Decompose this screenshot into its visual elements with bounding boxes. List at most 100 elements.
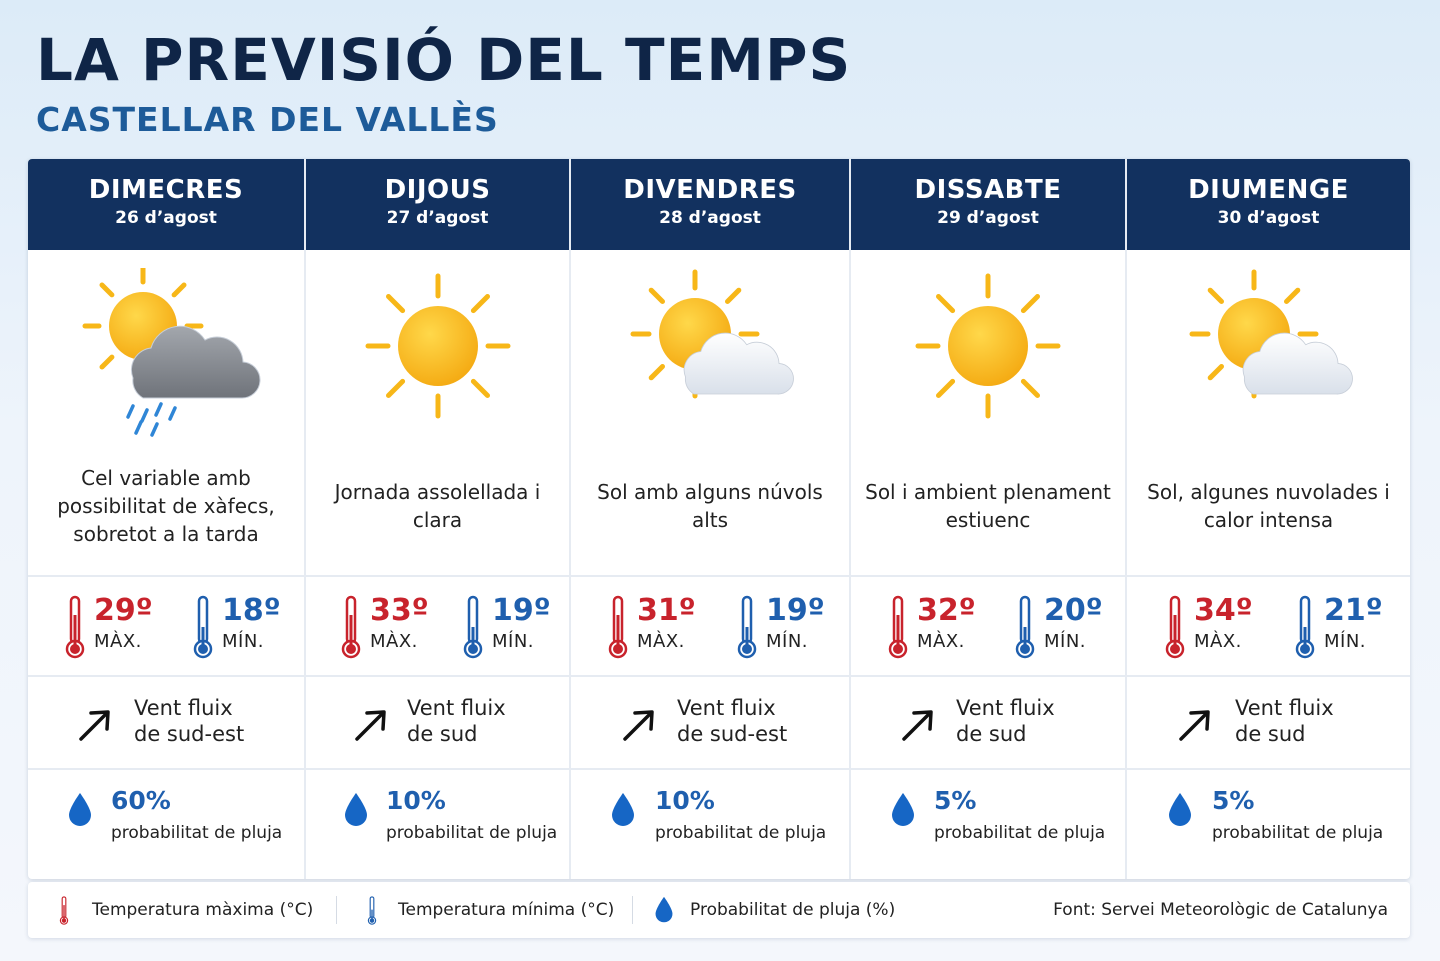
rain-probability-label: probabilitat de pluja: [655, 823, 827, 843]
sun-behind-cloud-icon: [1189, 269, 1353, 399]
page-title: LA PREVISIÓ DEL TEMPS: [36, 26, 852, 94]
day-date: 28 d’agost: [659, 208, 761, 228]
day-header: DIVENDRES 28 d’agost: [571, 159, 849, 250]
day-column: DIUMENGE 30 d’agost Sol, algunes nuvolad…: [1127, 159, 1410, 879]
rain-row: 10% probabilitat de pluja: [571, 770, 849, 879]
day-column: DIMECRES 26 d’agost Cel variable amb pos…: [28, 159, 306, 879]
max-temp-label: MÀX.: [1194, 631, 1242, 652]
day-description: Cel variable amb possibilitat de xàfecs,…: [57, 466, 275, 546]
day-date: 26 d’agost: [115, 208, 217, 228]
day-name: DIVENDRES: [623, 175, 797, 205]
day-date: 27 d’agost: [386, 208, 489, 228]
min-temp-label: MÍN.: [1324, 631, 1367, 652]
wind-text: Vent fluix de sud-est: [134, 695, 244, 747]
legend-divider: [336, 896, 337, 924]
min-temp-label: MÍN.: [766, 631, 809, 652]
day-header: DISSABTE 29 d’agost: [851, 159, 1125, 250]
min-temp-value: 20º: [1044, 593, 1103, 628]
day-summary: Sol, algunes nuvolades i calor intensa: [1127, 250, 1410, 577]
max-temp-value: 29º: [94, 593, 153, 628]
temperature-row: 29º MÀX. 18º MÍN.: [28, 577, 304, 677]
forecast-panel: DIMECRES 26 d’agost Cel variable amb pos…: [28, 159, 1410, 879]
day-name: DIMECRES: [88, 175, 244, 205]
wind-speed: Vent fluix: [134, 696, 233, 720]
max-temp-label: MÀX.: [94, 631, 142, 652]
wind-row: Vent fluix de sud: [1127, 677, 1410, 770]
sun-behind-cloud-icon: [630, 269, 794, 399]
max-temp-label: MÀX.: [637, 631, 685, 652]
temperature-row: 31º MÀX. 19º MÍN.: [571, 577, 849, 677]
wind-text: Vent fluix de sud: [1235, 695, 1334, 747]
day-summary: Sol amb alguns núvols alts: [571, 250, 849, 577]
temperature-row: 33º MÀX. 19º MÍN.: [306, 577, 569, 677]
min-temp-value: 21º: [1324, 593, 1383, 628]
day-header: DIMECRES 26 d’agost: [28, 159, 304, 250]
day-summary: Cel variable amb possibilitat de xàfecs,…: [28, 250, 304, 577]
wind-speed: Vent fluix: [677, 696, 776, 720]
thermometer-min-icon: [367, 896, 377, 925]
min-temp-label: MÍN.: [492, 631, 535, 652]
day-summary: Sol i ambient plenament estiuenc: [851, 250, 1125, 577]
legend-max-label: Temperatura màxima (°C): [92, 900, 314, 920]
wind-text: Vent fluix de sud: [407, 695, 506, 747]
rain-probability-label: probabilitat de pluja: [934, 823, 1106, 843]
raindrop-icon: [892, 793, 914, 826]
day-name: DISSABTE: [914, 175, 1062, 205]
wind-arrow-icon: [1179, 710, 1210, 741]
rain-probability: 10%: [655, 786, 715, 815]
rain-probability: 5%: [934, 786, 977, 815]
day-description: Sol amb alguns núvols alts: [597, 480, 823, 532]
wind-row: Vent fluix de sud: [306, 677, 569, 770]
rain-probability: 5%: [1212, 786, 1255, 815]
wind-text: Vent fluix de sud: [956, 695, 1055, 747]
rain-probability-label: probabilitat de pluja: [386, 823, 558, 843]
day-summary: Jornada assolellada i clara: [306, 250, 569, 577]
wind-text: Vent fluix de sud-est: [677, 695, 787, 747]
rain-row: 60% probabilitat de pluja: [28, 770, 304, 879]
page-subtitle: CASTELLAR DEL VALLÈS: [36, 100, 499, 139]
legend-min-label: Temperatura mínima (°C): [398, 900, 615, 920]
rain-row: 5% probabilitat de pluja: [851, 770, 1125, 879]
max-temp-label: MÀX.: [917, 631, 965, 652]
max-temp-value: 33º: [370, 593, 429, 628]
temperature-row: 32º MÀX. 20º MÍN.: [851, 577, 1125, 677]
raindrop-icon: [612, 793, 634, 826]
min-temp-value: 18º: [222, 593, 281, 628]
wind-direction: de sud-est: [677, 722, 788, 746]
wind-arrow-icon: [79, 710, 110, 741]
min-temp-value: 19º: [766, 593, 825, 628]
day-header: DIJOUS 27 d’agost: [306, 159, 569, 250]
day-header: DIUMENGE 30 d’agost: [1127, 159, 1410, 250]
rain-probability-label: probabilitat de pluja: [111, 823, 283, 843]
day-column: DIJOUS 27 d’agost Jornada assolellada i …: [306, 159, 571, 879]
wind-speed: Vent fluix: [956, 696, 1055, 720]
day-column: DIVENDRES 28 d’agost Sol amb alguns núvo…: [571, 159, 851, 879]
wind-arrow-icon: [355, 710, 386, 741]
day-date: 30 d’agost: [1217, 208, 1320, 228]
wind-speed: Vent fluix: [407, 696, 506, 720]
sun-icon: [915, 273, 1061, 419]
rain-probability-label: probabilitat de pluja: [1212, 823, 1384, 843]
wind-direction: de sud: [956, 722, 1027, 746]
legend-bar: Temperatura màxima (°C) Temperatura míni…: [28, 882, 1410, 938]
legend-divider: [632, 896, 633, 924]
max-temp-value: 34º: [1194, 593, 1253, 628]
day-description: Sol i ambient plenament estiuenc: [865, 480, 1111, 532]
day-description: Jornada assolellada i clara: [334, 480, 541, 532]
max-temp-value: 32º: [917, 593, 976, 628]
rain-probability: 10%: [386, 786, 446, 815]
min-temp-value: 19º: [492, 593, 551, 628]
wind-arrow-icon: [623, 710, 654, 741]
wind-direction: de sud-est: [134, 722, 245, 746]
raindrop-icon: [655, 896, 673, 923]
day-name: DIUMENGE: [1188, 175, 1349, 205]
wind-row: Vent fluix de sud: [851, 677, 1125, 770]
rain-row: 10% probabilitat de pluja: [306, 770, 569, 879]
day-description: Sol, algunes nuvolades i calor intensa: [1147, 480, 1390, 532]
wind-direction: de sud: [1235, 722, 1306, 746]
min-temp-label: MÍN.: [222, 631, 265, 652]
max-temp-label: MÀX.: [370, 631, 418, 652]
wind-row: Vent fluix de sud-est: [571, 677, 849, 770]
min-temp-label: MÍN.: [1044, 631, 1087, 652]
legend-rain-label: Probabilitat de pluja (%): [690, 900, 896, 920]
